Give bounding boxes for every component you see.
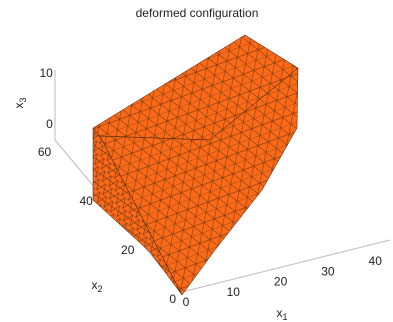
x-tick-label: 40 <box>369 254 383 268</box>
xlabel-label: x1 <box>276 306 287 322</box>
chart: deformed configuration 0 10 20 30 40 0 20 40 60 0… <box>0 0 393 322</box>
x-tick-label: 0 <box>183 295 190 309</box>
chart-title: deformed configuration <box>136 6 259 20</box>
xlabel-label-subscript: 1 <box>282 312 287 322</box>
z-tick-label: 0 <box>46 117 53 131</box>
x-tick-label: 10 <box>227 285 241 299</box>
z-tick-label: 10 <box>39 66 53 80</box>
zlabel-label: x3 <box>12 97 28 108</box>
x-tick-label: 20 <box>274 275 288 289</box>
y-tick-label: 40 <box>79 194 93 208</box>
ylabel-label: x2 <box>91 278 102 294</box>
y-tick-label: 0 <box>169 292 176 306</box>
ylabel-label-subscript: 2 <box>97 284 102 294</box>
zlabel-label-subscript: 3 <box>18 97 28 102</box>
x-tick-label: 30 <box>321 264 335 278</box>
y-tick-label: 20 <box>121 243 135 257</box>
y-tick-label: 60 <box>38 145 52 159</box>
